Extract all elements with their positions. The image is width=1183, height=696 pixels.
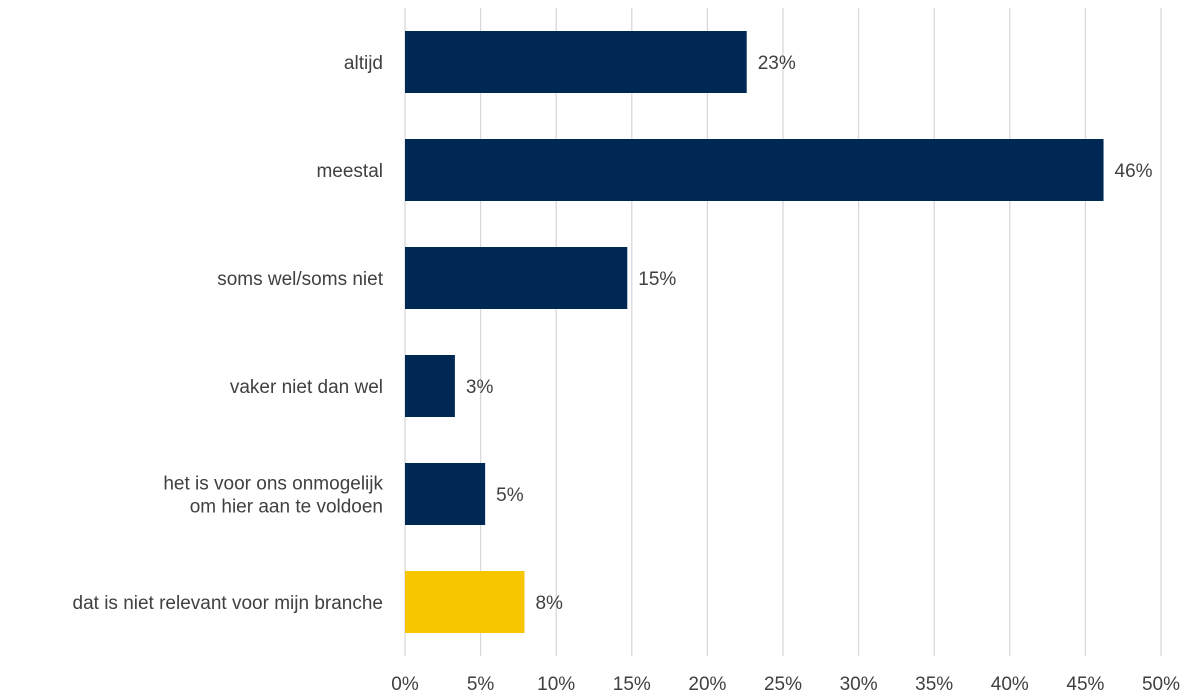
- x-tick-label: 25%: [764, 674, 802, 695]
- x-tick-label: 50%: [1142, 674, 1180, 695]
- category-label: dat is niet relevant voor mijn branche: [73, 593, 384, 614]
- x-tick-label: 35%: [915, 674, 953, 695]
- x-tick-label: 10%: [537, 674, 575, 695]
- category-label: altijd: [344, 53, 383, 74]
- bar: [405, 247, 628, 309]
- x-tick-label: 45%: [1066, 674, 1104, 695]
- data-label: 3%: [466, 377, 494, 398]
- bar: [405, 571, 525, 633]
- x-tick-label: 0%: [391, 674, 419, 695]
- category-label: meestal: [316, 161, 383, 182]
- data-label: 5%: [496, 485, 524, 506]
- gridlines: [404, 8, 1162, 656]
- bar: [405, 31, 747, 93]
- x-tick-label: 30%: [840, 674, 878, 695]
- data-label: 46%: [1115, 161, 1153, 182]
- data-label: 8%: [535, 593, 563, 614]
- data-labels: 23% 46% 15% 3% 5% 8%: [466, 53, 1153, 614]
- bar: [405, 463, 486, 525]
- category-label: het is voor ons onmogelijk: [163, 474, 383, 495]
- x-axis-tick-labels: 0% 5% 10% 15% 20% 25% 30% 35% 40% 45% 50%: [391, 674, 1180, 695]
- data-label: 15%: [638, 269, 676, 290]
- bar: [405, 139, 1104, 201]
- category-label: vaker niet dan wel: [230, 377, 383, 398]
- category-label: soms wel/soms niet: [217, 269, 383, 290]
- data-label: 23%: [758, 53, 796, 74]
- x-tick-label: 15%: [613, 674, 651, 695]
- bars: [405, 31, 1104, 633]
- category-labels: altijd meestal soms wel/soms niet vaker nie…: [73, 53, 384, 614]
- x-tick-label: 20%: [688, 674, 726, 695]
- category-label: om hier aan te voldoen: [190, 497, 383, 518]
- bar: [405, 355, 455, 417]
- x-tick-label: 5%: [467, 674, 495, 695]
- x-tick-label: 40%: [991, 674, 1029, 695]
